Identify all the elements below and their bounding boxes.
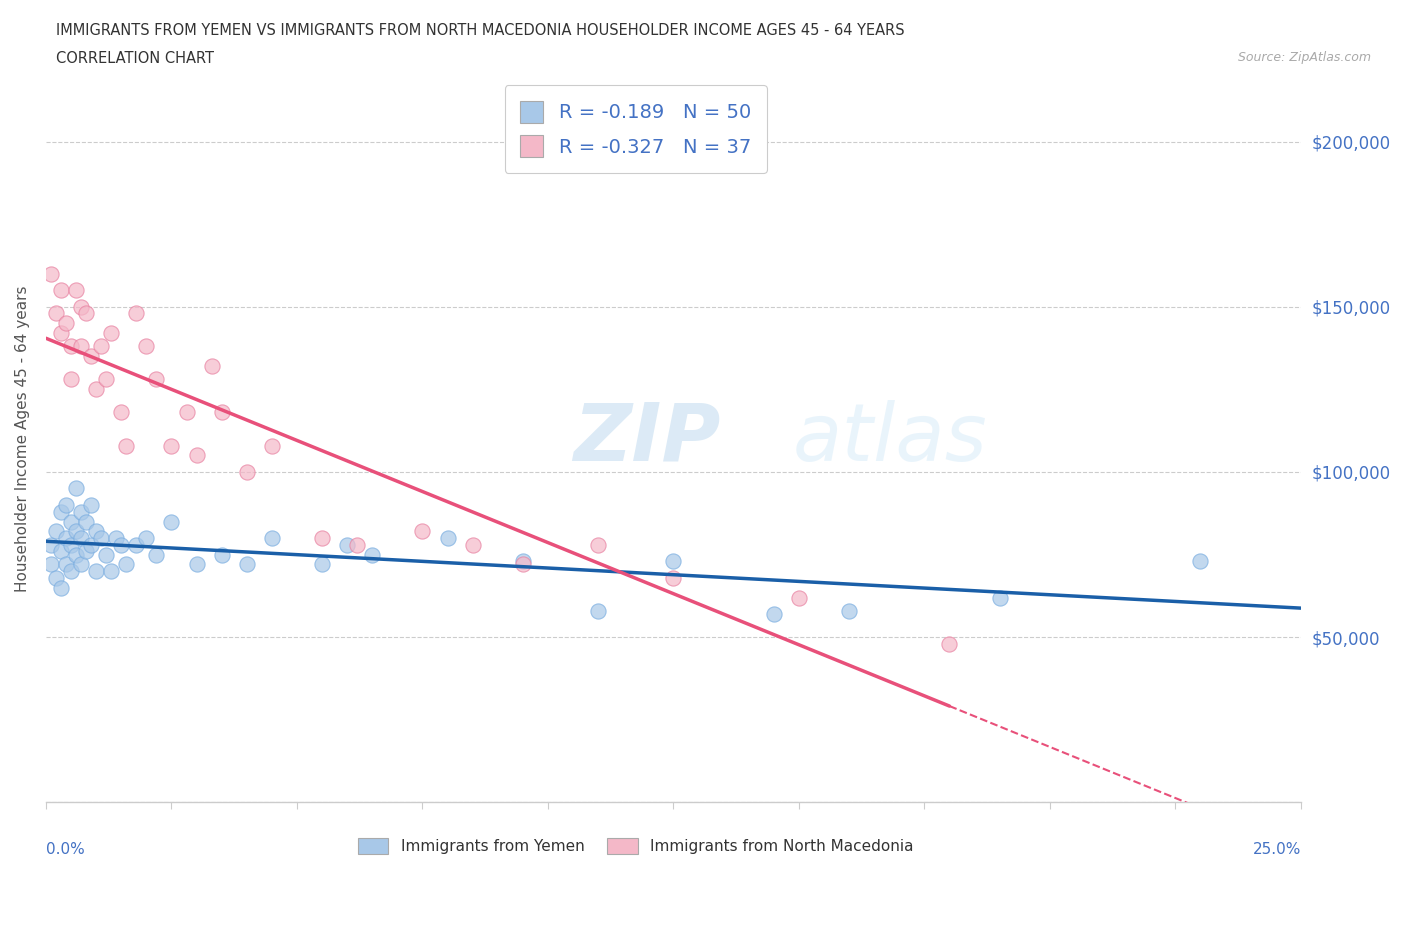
Point [70, 504, 93, 519]
Point [39, 557, 62, 572]
Point [235, 464, 257, 479]
Point [145, 547, 167, 562]
Point [105, 531, 128, 546]
Point [586, 604, 609, 618]
Point [60, 339, 83, 353]
Point [787, 591, 810, 605]
Text: ZIP: ZIP [574, 400, 720, 478]
Point [100, 564, 122, 578]
Point [662, 570, 685, 585]
Point [115, 438, 138, 453]
Text: 25.0%: 25.0% [1253, 843, 1301, 857]
Point [135, 531, 157, 546]
Point [260, 531, 283, 546]
Point [75, 514, 97, 529]
Point [70, 557, 93, 572]
Point [938, 636, 960, 651]
Point [80, 538, 103, 552]
Point [65, 283, 87, 298]
Point [115, 557, 138, 572]
Point [186, 448, 208, 463]
Point [49, 544, 72, 559]
Point [110, 405, 132, 420]
Point [60, 372, 83, 387]
Legend: Immigrants from Yemen, Immigrants from North Macedonia: Immigrants from Yemen, Immigrants from N… [352, 832, 920, 860]
Point [60, 538, 83, 552]
Point [75, 544, 97, 559]
Point [45, 524, 67, 538]
Point [90, 339, 112, 353]
Y-axis label: Householder Income Ages 45 - 64 years: Householder Income Ages 45 - 64 years [15, 286, 30, 592]
Point [125, 538, 148, 552]
Point [60, 514, 83, 529]
Point [49, 326, 72, 340]
Text: CORRELATION CHART: CORRELATION CHART [56, 51, 214, 66]
Point [176, 405, 198, 420]
Point [65, 481, 87, 496]
Point [70, 299, 93, 314]
Point [55, 316, 77, 331]
Point [125, 306, 148, 321]
Point [235, 557, 257, 572]
Point [838, 604, 860, 618]
Point [96, 372, 118, 387]
Point [45, 306, 67, 321]
Point [346, 538, 368, 552]
Point [211, 547, 233, 562]
Point [160, 514, 183, 529]
Point [1189, 553, 1212, 568]
Point [75, 306, 97, 321]
Point [84, 382, 107, 397]
Point [39, 538, 62, 552]
Point [211, 405, 233, 420]
Point [201, 359, 224, 374]
Point [100, 326, 122, 340]
Point [411, 524, 433, 538]
Point [65, 524, 87, 538]
Text: atlas: atlas [793, 400, 987, 478]
Point [311, 557, 333, 572]
Point [260, 438, 283, 453]
Text: 0.0%: 0.0% [46, 843, 84, 857]
Point [80, 498, 103, 512]
Point [55, 557, 77, 572]
Point [45, 570, 67, 585]
Point [135, 339, 157, 353]
Point [662, 553, 685, 568]
Point [762, 606, 785, 621]
Point [586, 538, 609, 552]
Point [55, 531, 77, 546]
Point [70, 339, 93, 353]
Point [65, 547, 87, 562]
Point [110, 538, 132, 552]
Text: IMMIGRANTS FROM YEMEN VS IMMIGRANTS FROM NORTH MACEDONIA HOUSEHOLDER INCOME AGES: IMMIGRANTS FROM YEMEN VS IMMIGRANTS FROM… [56, 23, 905, 38]
Point [70, 531, 93, 546]
Point [160, 438, 183, 453]
Text: Source: ZipAtlas.com: Source: ZipAtlas.com [1237, 51, 1371, 64]
Point [49, 283, 72, 298]
Point [336, 538, 359, 552]
Point [461, 538, 484, 552]
Point [80, 349, 103, 364]
Point [49, 504, 72, 519]
Point [84, 564, 107, 578]
Point [55, 498, 77, 512]
Point [988, 591, 1011, 605]
Point [186, 557, 208, 572]
Point [436, 531, 458, 546]
Point [361, 547, 384, 562]
Point [512, 553, 534, 568]
Point [145, 372, 167, 387]
Point [60, 564, 83, 578]
Point [84, 524, 107, 538]
Point [512, 557, 534, 572]
Point [90, 531, 112, 546]
Point [96, 547, 118, 562]
Point [49, 580, 72, 595]
Point [311, 531, 333, 546]
Point [39, 266, 62, 281]
